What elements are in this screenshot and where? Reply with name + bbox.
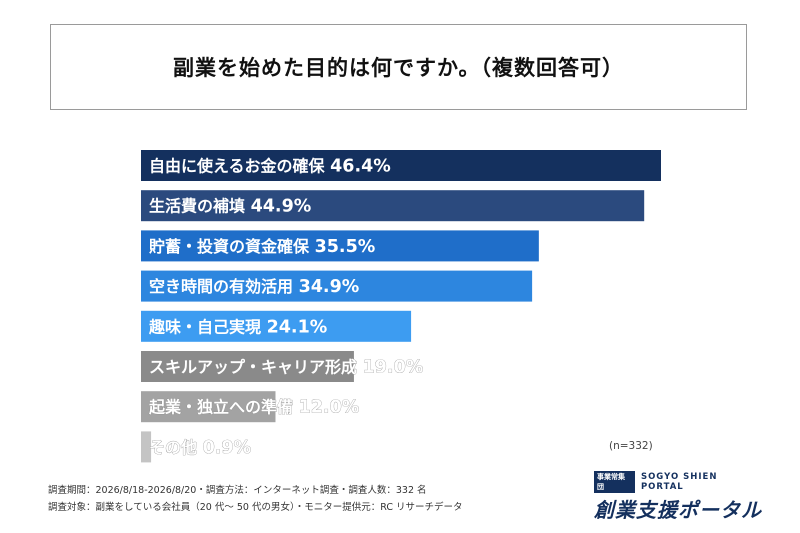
bar-1 — [141, 150, 661, 181]
bar-label-5: 趣味・自己実現 24.1% — [148, 317, 327, 337]
value-label-3: 35.5% — [315, 237, 376, 257]
bar-4 — [141, 270, 533, 302]
value-label-4: 34.9% — [299, 277, 360, 297]
value-label-5: 24.1% — [267, 317, 328, 337]
bar-2 — [141, 190, 645, 222]
bar-label-4: 空き時間の有効活用 34.9% — [149, 277, 359, 297]
value-label-2: 44.9% — [251, 197, 312, 217]
bar-label-8: その他 0.9% — [149, 438, 251, 458]
brand-logo: 事業常集団 SOGYO SHIEN PORTAL 創業支援ポータル — [594, 471, 764, 522]
category-label-4: 空き時間の有効活用 — [149, 277, 299, 296]
survey-target-footnote: 調査対象：副業をしている会社員（20 代〜 50 代の男女）・モニター提供元：R… — [48, 502, 463, 513]
value-label-7: 12.0% — [299, 398, 360, 418]
bar-7 — [141, 391, 276, 423]
sample-size-note: (n=332) — [609, 440, 653, 452]
chart-title: 副業を始めた目的は何ですか。（複数回答可） — [172, 56, 625, 80]
bar-8 — [141, 431, 152, 463]
brand-english: SOGYO SHIEN PORTAL — [640, 472, 718, 492]
category-label-5: 趣味・自己実現 — [148, 317, 267, 336]
category-label-2: 生活費の補填 — [149, 197, 251, 216]
value-label-6: 19.0% — [363, 358, 424, 378]
bar-5 — [141, 310, 412, 342]
bar-label-1: 自由に使えるお金の確保 46.4% — [149, 157, 391, 177]
category-label-3: 貯蓄・投資の資金確保 — [149, 237, 315, 256]
value-label-1: 46.4% — [330, 157, 391, 177]
survey-period-footnote: 調査期間：2026/8/18-2026/8/20・調査方法：インターネット調査・… — [48, 485, 427, 496]
bar-3 — [141, 230, 539, 262]
bar-label-7: 起業・独立への準備 12.0% — [148, 398, 359, 418]
brand-japanese: 創業支援ポータル — [594, 498, 762, 522]
bar-label-6: スキルアップ・キャリア形成 19.0% — [149, 358, 423, 378]
category-label-1: 自由に使えるお金の確保 — [149, 157, 330, 176]
bar-label-3: 貯蓄・投資の資金確保 35.5% — [149, 237, 375, 257]
value-label-8: 0.9% — [203, 438, 252, 458]
category-label-6: スキルアップ・キャリア形成 — [149, 358, 363, 377]
brand-tag: 事業常集団 — [594, 471, 635, 493]
bar-label-2: 生活費の補填 44.9% — [149, 197, 311, 217]
bar-6 — [141, 351, 354, 382]
category-label-7: 起業・独立への準備 — [148, 398, 299, 417]
title-box: 副業を始めた目的は何ですか。（複数回答可） — [50, 24, 747, 110]
category-label-8: その他 — [149, 438, 203, 457]
